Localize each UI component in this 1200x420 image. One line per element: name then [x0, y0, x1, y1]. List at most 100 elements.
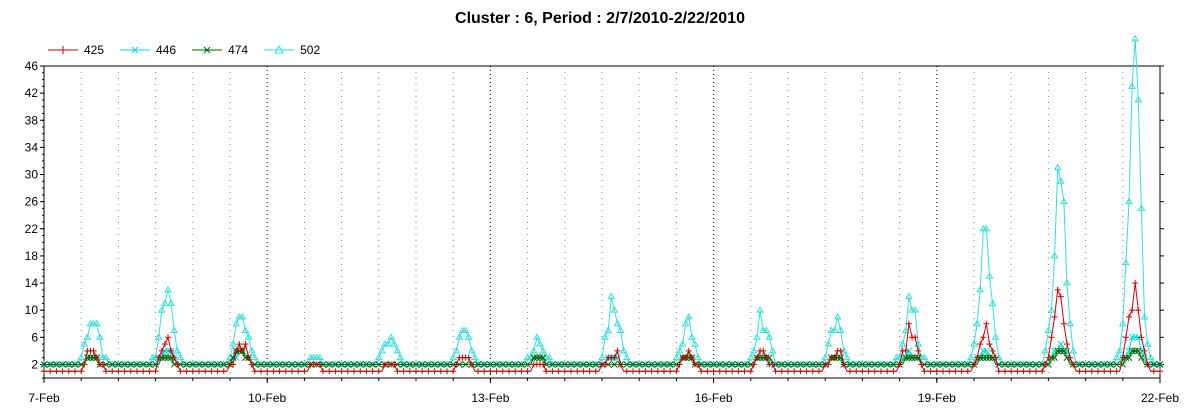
data-point-502: [610, 306, 619, 313]
data-point-502: [607, 292, 616, 300]
data-point-474: [914, 354, 922, 362]
data-point-474: [728, 361, 736, 368]
x-tick-label: 7-Feb: [28, 391, 60, 405]
data-point-474: [660, 361, 668, 368]
data-point-474: [161, 354, 169, 362]
data-point-474: [927, 361, 934, 368]
chart-title: Cluster : 6, Period : 2/7/2010-2/22/2010: [455, 10, 745, 27]
data-point-474: [797, 361, 804, 368]
data-point-502: [681, 319, 690, 327]
data-point-474: [1156, 361, 1164, 368]
data-point-446: [905, 347, 913, 355]
data-point-474: [487, 361, 494, 368]
data-point-474: [905, 354, 913, 362]
data-point-474: [71, 361, 79, 368]
data-point-502: [378, 346, 386, 354]
y-tick-label: 22: [25, 222, 39, 236]
data-point-446: [1057, 340, 1065, 348]
legend-item-425: 425: [48, 43, 104, 57]
data-point-502: [387, 333, 396, 340]
data-point-474: [1150, 361, 1158, 368]
data-point-474: [108, 361, 116, 368]
data-point-502: [1047, 306, 1056, 313]
data-point-502: [154, 333, 163, 340]
data-point-474: [778, 361, 786, 368]
data-point-502: [449, 353, 458, 361]
data-point-474: [735, 361, 742, 368]
data-point-474: [809, 361, 817, 368]
data-point-474: [338, 361, 345, 368]
data-point-502: [762, 326, 771, 334]
y-tick-label: 2: [31, 357, 38, 371]
data-point-474: [369, 361, 376, 368]
data-point-502: [988, 299, 997, 306]
data-point-502: [1140, 312, 1149, 320]
data-point-502: [911, 306, 919, 313]
data-point-502: [1044, 326, 1053, 334]
data-point-474: [46, 361, 54, 368]
data-point-502: [901, 326, 910, 334]
data-point-502: [455, 333, 464, 340]
data-point-474: [437, 361, 445, 368]
data-point-502: [229, 340, 237, 347]
data-point-474: [704, 361, 711, 368]
data-point-474: [865, 361, 872, 368]
data-point-502: [545, 353, 554, 361]
data-point-502: [750, 346, 758, 354]
data-point-474: [623, 361, 631, 368]
data-point-446: [1128, 333, 1136, 341]
data-point-446: [161, 347, 169, 355]
x-tick-label: 10-Feb: [248, 391, 286, 405]
data-point-502: [529, 346, 538, 354]
legend-item-474: 474: [192, 43, 248, 57]
data-point-474: [859, 361, 866, 368]
data-point-502: [616, 326, 625, 334]
data-point-502: [824, 340, 833, 347]
data-point-502: [622, 353, 631, 361]
data-point-474: [629, 361, 637, 368]
data-point-474: [673, 361, 680, 368]
data-point-446: [1134, 333, 1142, 341]
legend-item-446: 446: [120, 43, 176, 57]
data-point-474: [1088, 361, 1096, 368]
data-point-474: [1131, 347, 1139, 355]
data-point-502: [232, 319, 241, 327]
data-point-474: [77, 361, 85, 368]
data-point-474: [412, 361, 420, 368]
data-point-474: [1032, 361, 1040, 368]
data-point-502: [833, 312, 842, 320]
data-point-474: [425, 361, 432, 368]
data-point-474: [208, 361, 215, 368]
data-point-474: [871, 361, 879, 368]
data-point-502: [244, 333, 253, 340]
data-point-474: [592, 361, 600, 368]
data-point-474: [1138, 354, 1145, 362]
data-point-474: [400, 361, 407, 368]
data-point-474: [418, 361, 426, 368]
data-point-474: [201, 361, 209, 368]
data-point-474: [933, 361, 941, 368]
data-point-474: [127, 361, 135, 368]
data-point-474: [958, 361, 965, 368]
data-point-474: [846, 361, 854, 368]
data-point-502: [390, 340, 399, 347]
data-point-502: [1112, 353, 1121, 361]
data-point-474: [1128, 347, 1136, 355]
x-tick-label: 19-Feb: [918, 391, 956, 405]
x-tick-label: 22-Feb: [1141, 391, 1179, 405]
data-point-474: [611, 361, 618, 368]
data-point-474: [939, 361, 947, 368]
data-point-474: [1057, 347, 1065, 355]
y-tick-label: 38: [25, 113, 39, 127]
data-point-474: [1045, 361, 1052, 368]
data-point-502: [157, 306, 166, 313]
data-point-474: [195, 361, 203, 368]
data-point-474: [406, 361, 414, 368]
data-point-446: [979, 347, 987, 355]
data-point-474: [1100, 361, 1108, 368]
data-point-474: [902, 354, 910, 362]
data-point-502: [393, 346, 402, 354]
data-point-474: [976, 354, 984, 362]
data-point-474: [524, 361, 531, 368]
